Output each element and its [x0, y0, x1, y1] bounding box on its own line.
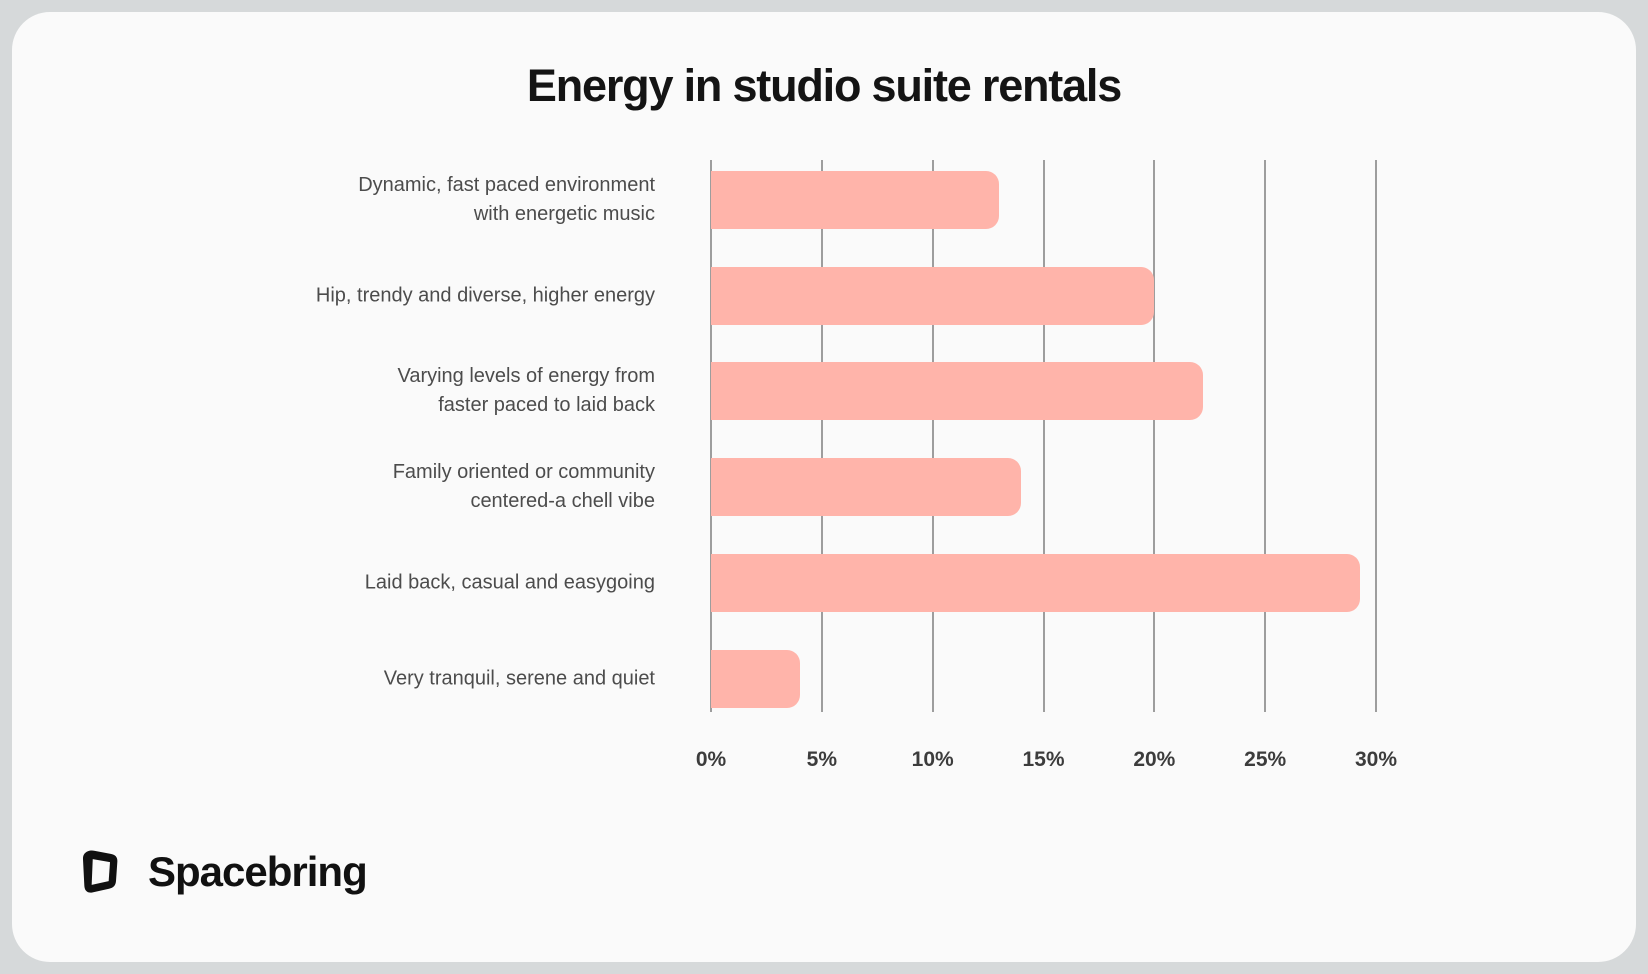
x-tick-label: 15%: [1022, 748, 1065, 771]
gridline: [1375, 160, 1377, 712]
bar-0: [711, 171, 1000, 229]
brand-logo: Spacebring: [74, 844, 368, 899]
category-label: Dynamic, fast paced environment with ener…: [358, 174, 655, 225]
x-tick-label: 10%: [911, 748, 954, 771]
bar-5: [711, 649, 800, 708]
category-label: Very tranquil, serene and quiet: [383, 667, 655, 689]
bar-4: [711, 553, 1361, 612]
x-tick-label: 30%: [1354, 748, 1398, 771]
x-tick-label: 20%: [1133, 748, 1176, 771]
category-label: Varying levels of energy from faster pace…: [397, 365, 655, 417]
brand-name: Spacebring: [148, 847, 368, 895]
chart-title: Energy in studio suite rentals: [526, 60, 1122, 111]
category-label: Laid back, casual and easygoing: [364, 571, 655, 594]
category-labels: Dynamic, fast paced environment with ener…: [40, 0, 655, 974]
bar-1: [711, 266, 1155, 325]
category-label: Family oriented or community centered-a c…: [392, 461, 655, 513]
bar-2: [711, 362, 1204, 421]
plot-area: 0% 5% 10% 15% 20% 25% 30%: [696, 160, 1397, 771]
gridline: [931, 160, 934, 712]
gridline: [1153, 160, 1156, 712]
gridline: [1042, 160, 1045, 712]
spacebring-logo-icon: [82, 850, 118, 893]
category-label: Hip, trendy and diverse, higher energy: [315, 284, 655, 307]
x-tick-label: 25%: [1244, 748, 1287, 771]
x-tick-label: 0%: [695, 748, 727, 771]
gridline: [820, 160, 823, 712]
bar-3: [711, 458, 1022, 517]
gridline: [1264, 160, 1267, 712]
gridline: [710, 160, 712, 712]
x-tick-label: 5%: [806, 748, 838, 771]
